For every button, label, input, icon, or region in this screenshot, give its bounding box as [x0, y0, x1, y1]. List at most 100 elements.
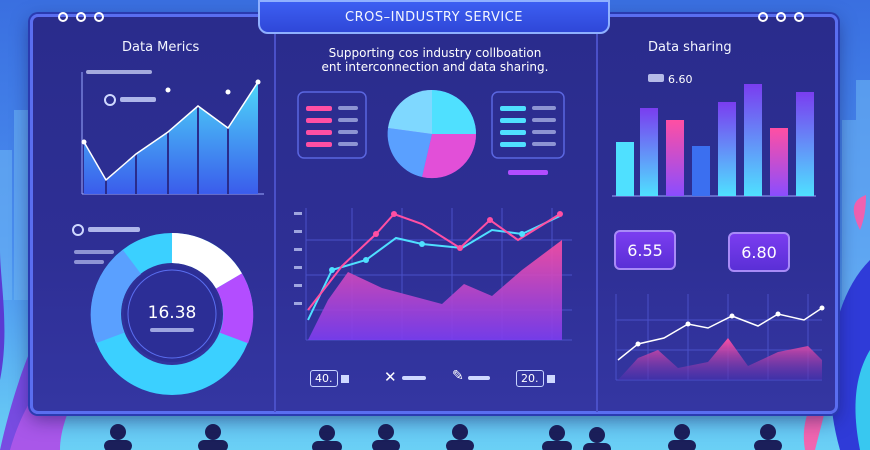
donut-segment — [215, 273, 254, 344]
left-area-chart — [81, 70, 264, 195]
donut-center-value: 16.38 — [148, 303, 197, 323]
area-point — [225, 89, 231, 95]
chip-label-bar — [402, 376, 426, 380]
right-panel-heading: Data sharing — [648, 40, 732, 55]
line-point — [391, 211, 397, 217]
center-subheading: Supporting cos industry collboation ent … — [290, 46, 580, 74]
bar — [640, 108, 658, 196]
chip-square-icon — [546, 374, 555, 383]
line-area-series — [308, 240, 562, 340]
audience-person — [372, 424, 400, 450]
bar — [744, 84, 762, 196]
footer-chip-1-value: 40. — [310, 370, 338, 387]
footer-chip-2-value: 20. — [516, 370, 544, 387]
window-dot-icon[interactable] — [758, 12, 768, 22]
pie-legend-right — [500, 106, 556, 147]
line-point — [373, 231, 379, 237]
center-subheading-line-2: ent interconnection and data sharing. — [321, 60, 549, 74]
window-dot-icon[interactable] — [794, 12, 804, 22]
pie-legend-left — [306, 106, 358, 147]
audience-person — [583, 427, 611, 450]
donut-caption-bar — [150, 328, 194, 332]
bar-value-chip — [648, 74, 664, 82]
donut-legend-text — [74, 260, 104, 264]
right-line-point — [635, 341, 641, 347]
pencil-icon[interactable]: ✎ — [452, 368, 464, 384]
right-line-point — [819, 305, 825, 311]
right-line-point — [729, 313, 735, 319]
footer-chip-1[interactable]: 40. — [310, 370, 349, 387]
area-line — [83, 81, 259, 182]
window-dot-icon[interactable] — [94, 12, 104, 22]
right-line-point — [775, 311, 781, 317]
window-dot-icon[interactable] — [76, 12, 86, 22]
bar — [718, 102, 736, 196]
center-subheading-line-1: Supporting cos industry collboation — [328, 46, 542, 60]
window-dots-left — [58, 12, 104, 22]
chip-label-bar — [468, 376, 490, 380]
area-gridlines — [105, 106, 229, 194]
pie-slice — [388, 89, 432, 134]
audience-person — [754, 424, 782, 450]
right-line-chart — [615, 294, 825, 381]
close-icon[interactable]: ✕ — [384, 368, 397, 386]
pie-footer-bar — [508, 170, 548, 175]
center-line-chart — [294, 208, 572, 341]
chip-square-icon — [340, 374, 349, 383]
line-point — [519, 231, 525, 237]
line-point — [419, 241, 425, 247]
donut-segment — [90, 250, 142, 344]
right-panel — [596, 34, 834, 412]
right-area-series — [618, 338, 822, 380]
line-point — [363, 257, 369, 263]
donut-legend-text — [88, 227, 140, 232]
area-point — [81, 139, 87, 145]
pie-slice — [387, 128, 432, 177]
dashboard-title-bar: CROS–INDUSTRY SERVICE — [258, 0, 610, 34]
right-bar-chart: 6.60 — [612, 73, 816, 197]
right-line-series — [617, 307, 823, 361]
bar-value-label: 6.60 — [668, 73, 693, 86]
area-legend-text — [120, 97, 156, 102]
kpi-card-2[interactable]: 6.80 — [728, 232, 790, 272]
audience-person — [446, 424, 474, 450]
area-label-bar — [86, 70, 152, 74]
left-panel — [58, 34, 276, 412]
center-pie-section — [297, 89, 565, 179]
audience-person — [198, 424, 228, 450]
audience-person — [104, 424, 132, 450]
donut-segment — [171, 233, 242, 290]
bar — [796, 92, 814, 196]
bar — [616, 142, 634, 196]
footer-chip-2[interactable]: 20. — [516, 370, 555, 387]
window-dot-icon[interactable] — [58, 12, 68, 22]
line-point — [557, 211, 563, 217]
area-point — [165, 87, 171, 93]
dashboard-title: CROS–INDUSTRY SERVICE — [345, 9, 523, 25]
audience-person — [312, 425, 342, 450]
audience-person — [668, 424, 696, 450]
left-panel-heading: Data Merics — [122, 40, 200, 55]
right-line-point — [685, 321, 691, 327]
area-legend-icon — [104, 94, 116, 106]
bar — [770, 128, 788, 196]
pie-legend-card-right — [491, 91, 565, 159]
donut-legend-icon — [72, 224, 84, 236]
kpi-card-1[interactable]: 6.55 — [614, 230, 676, 270]
line-point — [457, 245, 463, 251]
line-point — [329, 267, 335, 273]
area-series — [84, 82, 258, 194]
line-point — [487, 217, 493, 223]
bar — [692, 146, 710, 196]
pie-legend-card-left — [297, 91, 367, 159]
line-chart-ticks — [294, 212, 302, 305]
pie-slice — [432, 90, 476, 134]
area-point — [255, 79, 261, 85]
audience-person — [542, 425, 572, 450]
pie-slice — [422, 134, 477, 179]
left-donut-chart: 16.38 — [72, 224, 254, 395]
window-dot-icon[interactable] — [776, 12, 786, 22]
window-dots-right — [758, 12, 804, 22]
line-series-pink — [307, 212, 561, 311]
